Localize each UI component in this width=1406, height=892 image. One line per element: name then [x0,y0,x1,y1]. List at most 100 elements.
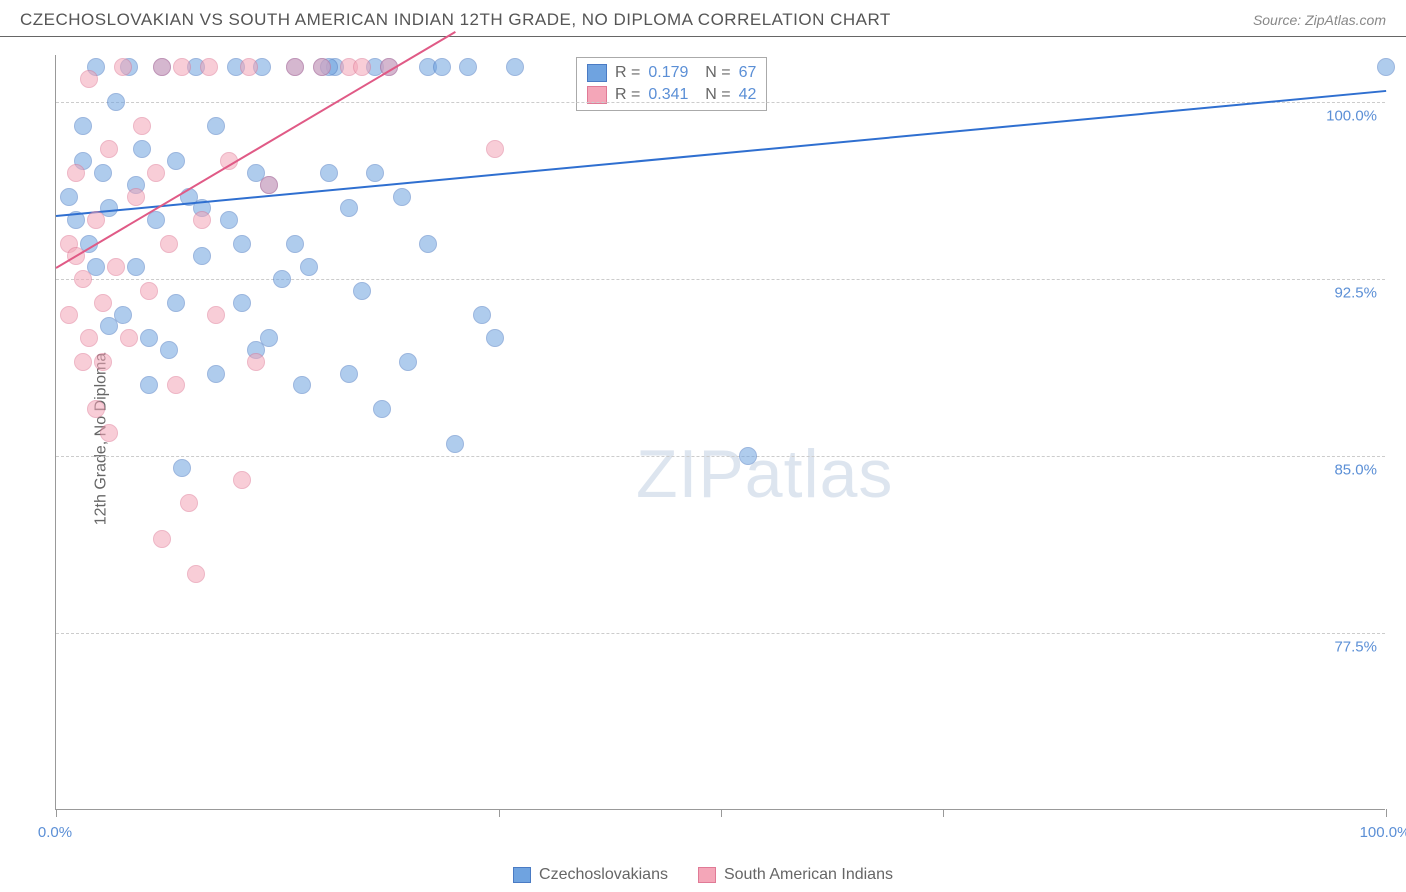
scatter-point [94,164,112,182]
scatter-point [80,329,98,347]
scatter-point [167,152,185,170]
swatch-series1 [587,64,607,82]
scatter-point [273,270,291,288]
scatter-point [340,365,358,383]
scatter-point [286,58,304,76]
scatter-point [247,353,265,371]
legend-swatch-series1 [513,867,531,883]
scatter-point [94,294,112,312]
scatter-point [160,341,178,359]
scatter-point [173,459,191,477]
scatter-point [320,164,338,182]
scatter-point [233,471,251,489]
grid-line [56,102,1385,103]
scatter-point [486,140,504,158]
x-tick-label: 100.0% [1360,824,1406,841]
scatter-point [193,211,211,229]
grid-line [56,633,1385,634]
scatter-point [100,424,118,442]
x-tick [56,809,57,817]
x-tick-label: 0.0% [38,824,72,841]
scatter-point [366,164,384,182]
scatter-point [107,258,125,276]
scatter-point [167,376,185,394]
scatter-point [286,235,304,253]
x-tick [1386,809,1387,817]
legend-item-series2: South American Indians [698,866,893,884]
x-tick [499,809,500,817]
scatter-point [1377,58,1395,76]
scatter-point [373,400,391,418]
scatter-point [446,435,464,453]
grid-line [56,279,1385,280]
scatter-point [353,282,371,300]
scatter-point [133,117,151,135]
scatter-point [473,306,491,324]
stats-row-series1: R = 0.179 N = 67 [587,62,756,84]
legend-swatch-series2 [698,867,716,883]
scatter-point [127,258,145,276]
scatter-point [80,70,98,88]
scatter-point [153,530,171,548]
scatter-point [399,353,417,371]
scatter-point [506,58,524,76]
source-attribution: Source: ZipAtlas.com [1253,12,1386,28]
scatter-point [167,294,185,312]
x-tick [721,809,722,817]
scatter-point [127,188,145,206]
scatter-point [87,400,105,418]
scatter-point [340,199,358,217]
legend-item-series1: Czechoslovakians [513,866,668,884]
chart-title: CZECHOSLOVAKIAN VS SOUTH AMERICAN INDIAN… [20,10,891,30]
scatter-point [300,258,318,276]
scatter-point [260,176,278,194]
scatter-point [67,164,85,182]
scatter-point [200,58,218,76]
scatter-point [133,140,151,158]
scatter-point [173,58,191,76]
scatter-point [87,211,105,229]
scatter-point [74,117,92,135]
scatter-point [74,353,92,371]
scatter-point [193,247,211,265]
scatter-point [120,329,138,347]
scatter-point [233,294,251,312]
scatter-point [60,306,78,324]
scatter-point [459,58,477,76]
scatter-plot-area: ZIPatlas R = 0.179 N = 67 R = 0.341 N = … [55,55,1385,810]
scatter-point [739,447,757,465]
scatter-point [180,494,198,512]
grid-line [56,456,1385,457]
bottom-legend: Czechoslovakians South American Indians [0,866,1406,884]
scatter-point [60,188,78,206]
scatter-point [433,58,451,76]
scatter-point [393,188,411,206]
y-tick-label: 92.5% [1334,285,1377,302]
scatter-point [100,317,118,335]
scatter-point [353,58,371,76]
y-tick-label: 100.0% [1326,108,1377,125]
y-tick-label: 85.0% [1334,462,1377,479]
scatter-point [240,58,258,76]
scatter-point [486,329,504,347]
scatter-point [187,565,205,583]
scatter-point [140,282,158,300]
scatter-point [293,376,311,394]
scatter-point [147,164,165,182]
scatter-point [220,211,238,229]
chart-header: CZECHOSLOVAKIAN VS SOUTH AMERICAN INDIAN… [0,0,1406,37]
scatter-point [153,58,171,76]
scatter-point [419,235,437,253]
scatter-point [140,329,158,347]
scatter-point [313,58,331,76]
scatter-point [107,93,125,111]
watermark: ZIPatlas [636,435,893,513]
scatter-point [114,58,132,76]
scatter-point [100,140,118,158]
scatter-point [207,117,225,135]
x-tick [943,809,944,817]
scatter-point [233,235,251,253]
y-tick-label: 77.5% [1334,639,1377,656]
scatter-point [140,376,158,394]
scatter-point [260,329,278,347]
